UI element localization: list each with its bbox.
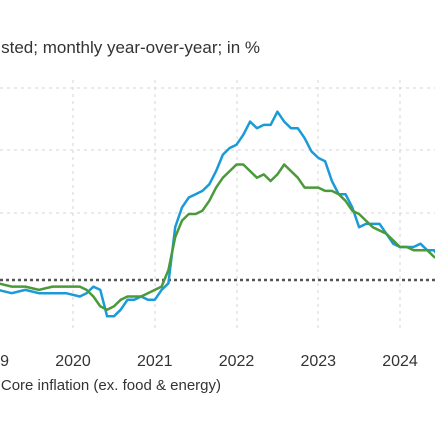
series-line-0	[0, 110, 435, 318]
legend-label-core-inflation: Core inflation (ex. food & energy)	[0, 377, 221, 394]
x-tick-label: 2021	[137, 353, 173, 370]
x-axis-ticks: 2019 2020 2021 2022 2023 2024	[0, 353, 418, 370]
gridlines	[0, 80, 435, 330]
legend-item-core-inflation: Core inflation (ex. food & energy)	[0, 375, 300, 397]
x-tick-label: 2023	[300, 353, 336, 370]
chart-subtitle: Seasonally adjusted; monthly year-over-y…	[0, 38, 435, 62]
series-line-1	[0, 163, 435, 311]
x-tick-label: 2024	[382, 353, 418, 370]
chart-subtitle-text: Seasonally adjusted; monthly year-over-y…	[0, 38, 260, 57]
x-tick-label: 2022	[219, 353, 255, 370]
series-lines	[0, 110, 435, 318]
x-tick-label: 2019	[0, 353, 9, 370]
x-tick-label: 2020	[55, 353, 91, 370]
